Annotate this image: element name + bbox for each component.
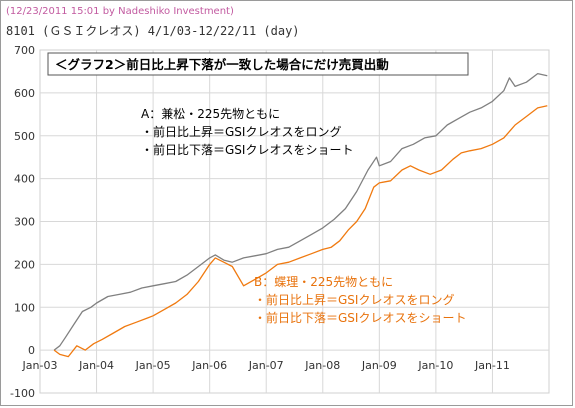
y-tick-label: 700 [14, 44, 35, 57]
x-tick-label: Jan-05 [135, 359, 171, 372]
grid [40, 50, 549, 393]
chart-title: ＜グラフ2＞前日比上昇下落が一致した場合にだけ売買出動 [55, 57, 389, 72]
x-tick-label: Jan-08 [304, 359, 340, 372]
y-tick-label: 400 [14, 173, 35, 186]
annotation-b-line2: ・前日比上昇＝GSIクレオスをロング [254, 292, 454, 307]
annotation-a-line3: ・前日比下落＝GSIクレオスをショート [141, 142, 353, 157]
credit-text: (12/23/2011 15:01 by Nadeshiko Investmen… [6, 6, 234, 17]
title-box [47, 52, 469, 76]
x-tick-label: Jan-09 [361, 359, 397, 372]
y-tick-label: -100 [10, 387, 35, 400]
x-tick-label: Jan-11 [474, 359, 510, 372]
x-tick-label: Jan-07 [248, 359, 284, 372]
y-tick-label: 0 [28, 344, 35, 357]
chart-subtitle: 8101 (ＧＳＩクレオス) 4/1/03-12/22/11 (day) [6, 24, 300, 38]
x-tick-label: Jan-06 [191, 359, 227, 372]
x-tick-label: Jan-10 [417, 359, 453, 372]
y-tick-label: 100 [14, 301, 35, 314]
x-tick-label: Jan-03 [22, 359, 58, 372]
series-line-a [53, 72, 548, 351]
y-tick-label: 300 [14, 216, 35, 229]
y-axis: -100 0 100 200 300 400 500 600 700 [10, 44, 35, 400]
annotation-a-line1: A：兼松・225先物ともに [141, 107, 280, 121]
series-group [53, 72, 548, 358]
y-tick-label: 600 [14, 87, 35, 100]
series-line-b [53, 105, 548, 358]
annotation-b-line1: B：蝶理・225先物ともに [254, 274, 393, 289]
x-tick-label: Jan-04 [78, 359, 114, 372]
y-tick-label: 500 [14, 130, 35, 143]
annotation-b-line3: ・前日比下落＝GSIクレオスをショート [254, 310, 466, 325]
x-axis: Jan-03 Jan-04 Jan-05 Jan-06 Jan-07 Jan-08 Jan-… [22, 359, 510, 372]
annotation-a-line2: ・前日比上昇＝GSIクレオスをロング [141, 124, 341, 139]
y-tick-label: 200 [14, 258, 35, 271]
